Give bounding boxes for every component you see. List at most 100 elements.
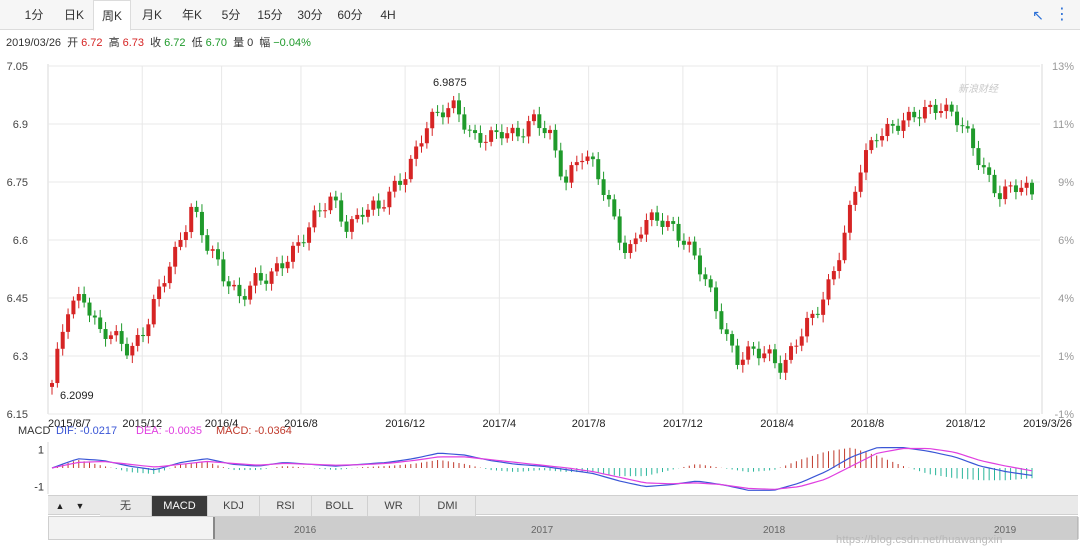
- candle-body: [628, 244, 633, 254]
- candle-body: [60, 331, 65, 349]
- price-chart[interactable]: 7.05 13% 6.9 11% 6.75 9% 6.6 6% 6.45 4% 6.3 1% 6.15 -…: [0, 50, 1080, 494]
- candle-body: [419, 143, 424, 147]
- candle-body: [221, 259, 226, 282]
- indicator-tab-macd[interactable]: MACD: [152, 496, 208, 516]
- high-label: 高: [108, 37, 120, 49]
- candle-body: [847, 204, 852, 233]
- high-value: 6.73: [122, 37, 145, 49]
- candle-body: [312, 210, 317, 228]
- close-value: 6.72: [164, 37, 186, 49]
- y-tick-label: 6.45: [7, 293, 28, 305]
- open-label: 开: [67, 37, 79, 49]
- candle-body: [264, 280, 269, 284]
- candle-body: [596, 159, 601, 180]
- range-scroller[interactable]: 2016 2017 2018 2019: [48, 516, 1079, 540]
- tab-4h[interactable]: 4H: [380, 8, 396, 22]
- candle-body: [108, 335, 113, 339]
- macd-title: MACD: [18, 425, 50, 437]
- tab-weekly[interactable]: 周K: [93, 0, 131, 31]
- y-tick-label: 6.9: [13, 119, 28, 131]
- candle-body: [724, 329, 729, 335]
- indicator-tab-kdj[interactable]: KDJ: [208, 496, 260, 516]
- arrow-up-icon[interactable]: ▲: [55, 501, 65, 511]
- candle-body: [938, 111, 943, 113]
- candle-body: [912, 111, 917, 118]
- scroller-year-2017: 2017: [531, 525, 554, 536]
- candle-body: [783, 359, 788, 373]
- scroll-window-handle[interactable]: [213, 517, 1079, 539]
- candle-body: [730, 334, 735, 346]
- tab-daily[interactable]: 日K: [63, 8, 84, 22]
- candle-body: [762, 353, 767, 359]
- tab-1min[interactable]: 1分: [24, 8, 44, 22]
- y-tick-label: 6.3: [13, 351, 28, 363]
- candle-body: [687, 241, 692, 245]
- macd-dif: DIF: -0.0217: [56, 425, 117, 437]
- candle-body: [531, 114, 536, 122]
- arrow-down-icon[interactable]: ▼: [75, 501, 85, 511]
- macd-value: MACD: -0.0364: [216, 425, 292, 437]
- candle-body: [424, 128, 429, 144]
- volume-value: 0: [247, 37, 254, 49]
- candle-body: [697, 255, 702, 275]
- candle-body: [1003, 186, 1008, 200]
- y2-tick-label: 13%: [1052, 61, 1074, 73]
- candle-body: [569, 165, 574, 183]
- candle-body: [232, 284, 237, 287]
- indicator-tab-wr[interactable]: WR: [368, 496, 420, 516]
- candle-body: [451, 100, 456, 109]
- tab-monthly[interactable]: 月K: [141, 8, 162, 22]
- candle-body: [483, 141, 488, 143]
- candle-body: [435, 111, 440, 113]
- macd-dif-line: [51, 447, 1033, 491]
- candle-body: [398, 180, 403, 185]
- candle-body: [82, 294, 87, 303]
- candle-body: [853, 191, 858, 205]
- candle-body: [328, 196, 333, 211]
- y2-tick-label: -1%: [1054, 409, 1074, 421]
- close-label: 收: [150, 37, 162, 49]
- annotation-high: 6.9875: [433, 77, 467, 89]
- candle-body: [382, 207, 387, 209]
- candle-body: [103, 329, 108, 339]
- macd-dea: DEA: -0.0035: [136, 425, 202, 437]
- sina-watermark: 新浪财经: [958, 84, 998, 95]
- indicator-tab-boll[interactable]: BOLL: [312, 496, 368, 516]
- indicator-tab-rsi[interactable]: RSI: [260, 496, 312, 516]
- candle-body: [478, 133, 483, 143]
- collapse-icon[interactable]: ↖︎: [1032, 7, 1044, 23]
- y2-tick-label: 9%: [1058, 177, 1074, 189]
- candle-body: [692, 241, 697, 256]
- candle-body: [199, 211, 204, 236]
- candle-body: [869, 140, 874, 151]
- candle-body: [50, 383, 54, 387]
- candle-body: [392, 180, 397, 192]
- more-icon[interactable]: ⋮: [1054, 6, 1070, 23]
- candle-body: [248, 285, 253, 300]
- tab-yearly[interactable]: 年K: [181, 8, 202, 22]
- candle-body: [1030, 182, 1034, 195]
- candle-body: [467, 129, 472, 131]
- candle-body: [772, 349, 777, 364]
- candle-body: [949, 104, 954, 112]
- candle-body: [837, 260, 842, 272]
- candle-body: [617, 216, 622, 243]
- candle-body: [157, 286, 162, 300]
- candle-body: [671, 221, 676, 224]
- candle-body: [805, 317, 810, 337]
- tab-60min[interactable]: 60分: [337, 8, 363, 22]
- candle-body: [216, 249, 221, 260]
- candle-body: [178, 239, 183, 247]
- candle-body: [1024, 182, 1029, 188]
- tab-5min[interactable]: 5分: [221, 8, 241, 22]
- tab-15min[interactable]: 15分: [257, 8, 283, 22]
- candle-body: [992, 174, 997, 194]
- candle-body: [778, 363, 783, 373]
- indicator-tab-none[interactable]: 无: [100, 496, 152, 516]
- tab-30min[interactable]: 30分: [297, 8, 323, 22]
- candle-body: [146, 324, 151, 337]
- candle-body: [794, 345, 799, 347]
- candle-body: [719, 311, 724, 330]
- candle-body: [955, 111, 960, 126]
- indicator-tab-dmi[interactable]: DMI: [420, 496, 476, 516]
